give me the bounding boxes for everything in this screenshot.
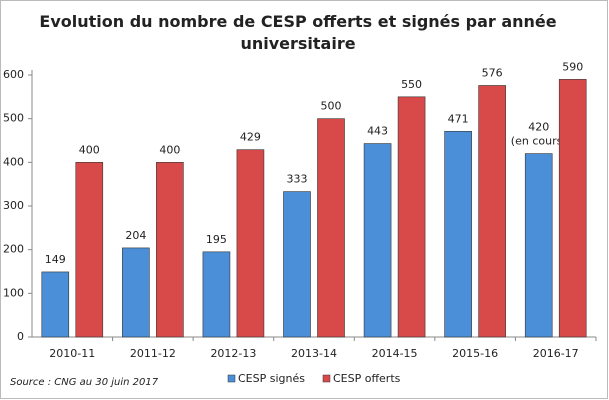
- legend-label: CESP offerts: [333, 372, 401, 385]
- bar: [283, 191, 311, 338]
- data-label: 443: [367, 125, 388, 138]
- data-label: 550: [401, 78, 422, 91]
- data-label: 429: [240, 131, 261, 144]
- y-tick-label: 500: [3, 112, 24, 125]
- y-tick-label: 100: [3, 286, 24, 299]
- bar: [202, 251, 231, 338]
- data-label: 500: [321, 100, 342, 113]
- bar: [317, 118, 345, 338]
- y-tick-label: 300: [3, 199, 24, 212]
- data-label: 204: [125, 229, 146, 242]
- source-note: Source : CNG au 30 juin 2017: [10, 377, 159, 388]
- bar: [524, 153, 553, 338]
- bar: [156, 162, 184, 338]
- data-label: 420 (en cours): [511, 121, 567, 148]
- data-label: 590: [562, 60, 583, 73]
- data-label: 471: [448, 112, 469, 125]
- y-tick-label: 0: [17, 330, 24, 343]
- y-tick-label: 600: [3, 68, 24, 81]
- bar: [122, 247, 150, 338]
- data-label: 400: [159, 143, 180, 156]
- data-label: 195: [206, 233, 227, 246]
- data-label: 576: [482, 66, 503, 79]
- bar: [397, 96, 426, 338]
- x-tick-label: 2013-14: [291, 347, 337, 360]
- bar: [236, 149, 265, 338]
- bar: [478, 85, 506, 338]
- x-tick-label: 2012-13: [210, 347, 256, 360]
- legend-label: CESP signés: [238, 372, 305, 385]
- legend-swatch: [322, 374, 331, 383]
- x-tick-label: 2015-16: [452, 347, 498, 360]
- x-tick-label: 2010-11: [49, 347, 95, 360]
- bar: [363, 143, 392, 338]
- bar: [558, 79, 587, 338]
- chart-title: Evolution du nombre de CESP offerts et s…: [39, 12, 556, 53]
- x-tick-label: 2016-17: [533, 347, 579, 360]
- legend-swatch: [227, 374, 236, 383]
- data-label: 400: [79, 143, 100, 156]
- y-tick-label: 400: [3, 155, 24, 168]
- y-tick-label: 200: [3, 243, 24, 256]
- bar: [41, 271, 70, 338]
- data-label: 149: [45, 253, 66, 266]
- bar: [444, 131, 472, 338]
- x-tick-label: 2011-12: [130, 347, 176, 360]
- x-tick-label: 2014-15: [372, 347, 418, 360]
- data-label: 333: [287, 173, 308, 186]
- bar: [75, 162, 104, 338]
